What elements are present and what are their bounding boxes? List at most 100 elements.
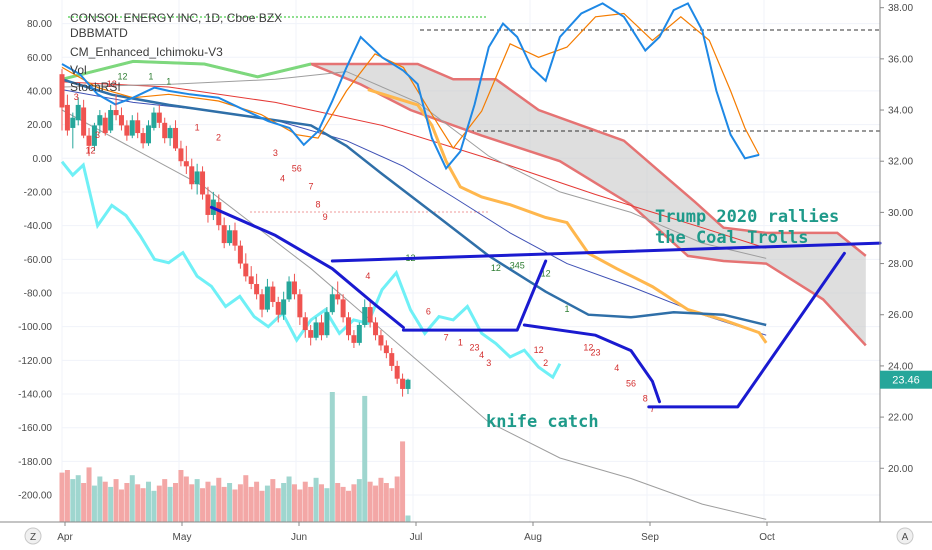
sequence-label: 12 — [491, 263, 501, 273]
sequence-label: 4 — [614, 363, 619, 373]
volume-bar — [173, 483, 179, 522]
a-button-label: A — [902, 532, 909, 543]
candle-body — [70, 117, 76, 128]
volume-bar — [302, 481, 308, 522]
candle-body — [59, 74, 65, 108]
sequence-label: 12 — [117, 71, 127, 81]
candle-body — [243, 263, 249, 277]
sequence-label: 3 — [74, 92, 79, 102]
lead-line-b — [310, 62, 867, 347]
candle-body — [286, 281, 292, 300]
candle-body — [135, 120, 141, 134]
volume-bar — [113, 479, 119, 522]
volume-bar — [340, 486, 346, 522]
volume-bar — [118, 489, 124, 522]
right-tick-label: 30.00 — [888, 208, 913, 219]
volume-bar — [108, 486, 114, 522]
dbb-upper-line — [61, 71, 767, 259]
candle-body — [183, 161, 189, 167]
last-price-tag: 23.46 — [880, 370, 932, 389]
candle-body — [281, 299, 287, 315]
volume-bar — [254, 481, 260, 522]
last-price-value: 23.46 — [892, 375, 920, 387]
left-tick-label: -200.00 — [18, 491, 52, 502]
left-tick-label: 80.00 — [27, 19, 52, 30]
time-tick-label: Jun — [291, 532, 307, 543]
volume-bar — [308, 486, 314, 522]
sequence-label: 56 — [626, 378, 636, 388]
volume-bar — [210, 485, 216, 522]
candle-body — [351, 335, 357, 343]
sequence-label: 1 — [148, 71, 153, 81]
sequence-label: 1 — [565, 304, 570, 314]
trend-drawings[interactable] — [209, 205, 882, 409]
volume-bars — [59, 392, 411, 522]
volume-bar — [286, 476, 292, 522]
z-button[interactable]: Z — [24, 527, 42, 545]
sequence-label: 12 — [534, 345, 544, 355]
sequence-label: 4 — [280, 174, 285, 184]
candle-body — [129, 120, 135, 136]
volume-bar — [329, 392, 335, 522]
left-tick-label: -100.00 — [18, 322, 52, 333]
volume-bar — [237, 484, 243, 522]
volume-bar — [140, 488, 146, 522]
rally-trend-line — [647, 251, 846, 409]
indicator-stochrsi-label[interactable]: StochRSI — [70, 80, 121, 94]
right-tick-label: 36.00 — [888, 54, 913, 65]
a-button[interactable]: A — [896, 527, 914, 545]
candle-body — [329, 294, 335, 313]
candle-body — [362, 307, 368, 325]
volume-bar — [135, 484, 141, 522]
sequence-label: 3 — [486, 358, 491, 368]
candle-body — [318, 322, 324, 336]
sequence-label: 4 — [365, 271, 370, 281]
candle-body — [86, 135, 92, 146]
candle-body — [400, 378, 406, 389]
candle-body — [340, 299, 346, 318]
sequence-label: 9 — [323, 212, 328, 222]
right-tick-label: 34.00 — [888, 106, 913, 117]
candle-body — [200, 171, 206, 195]
left-tick-label: -160.00 — [18, 423, 52, 434]
candle-body — [346, 317, 352, 336]
volume-bar — [318, 484, 324, 522]
indicator-vol-label[interactable]: Vol — [70, 63, 87, 77]
volume-bar — [351, 484, 357, 522]
sequence-label: 8 — [316, 199, 321, 209]
left-tick-label: -140.00 — [18, 390, 52, 401]
sequence-label: 4 — [479, 350, 484, 360]
left-tick-label: -60.00 — [24, 255, 53, 266]
sequence-label: 1 — [195, 123, 200, 133]
sequence-label: 7 — [650, 404, 655, 414]
left-axis-ticks: 80.00 60.00 40.00 20.00 0.00 -20.00 -40.00 -60.… — [18, 19, 52, 501]
candle-body — [259, 294, 265, 310]
time-tick-label: Oct — [759, 532, 775, 543]
sequence-label: 12 — [583, 343, 593, 353]
volume-bar — [151, 490, 157, 522]
volume-bar — [81, 483, 87, 522]
candle-body — [227, 230, 233, 244]
sequence-label: 56 — [292, 163, 302, 173]
channel-trend-line — [330, 241, 882, 263]
falling-curve-line — [209, 205, 405, 329]
candle-body — [173, 127, 179, 149]
indicator-ichimoku-label[interactable]: CM_Enhanced_Ichimoku-V3 — [70, 45, 223, 59]
candle-body — [91, 125, 97, 146]
candle-body — [254, 284, 260, 295]
candle-body — [302, 317, 308, 331]
volume-bar — [102, 481, 108, 522]
sequence-label: 12 — [85, 146, 95, 156]
right-tick-label: 26.00 — [888, 310, 913, 321]
indicator-dbbmatd-label[interactable]: DBBMATD — [70, 26, 128, 40]
volume-bar — [178, 470, 184, 522]
volume-bar — [275, 488, 281, 522]
sequence-label: 2 — [216, 133, 221, 143]
sequence-label: 7 — [444, 332, 449, 342]
time-tick-label: Sep — [641, 532, 659, 543]
sequence-label: 345 — [510, 261, 525, 271]
candlesticks[interactable] — [59, 69, 411, 397]
candle-body — [178, 148, 184, 162]
